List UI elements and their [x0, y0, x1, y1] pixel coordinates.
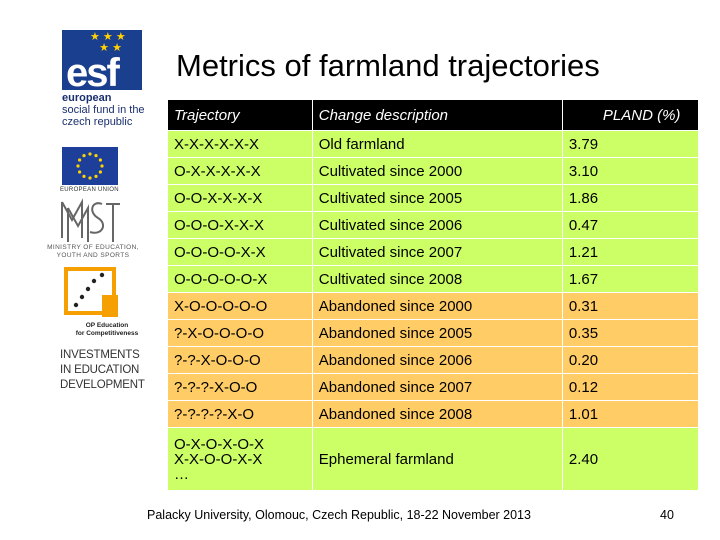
investments-line: INVESTMENTS: [60, 349, 140, 361]
table-row: X-X-X-X-X-X Old farmland 3.79: [167, 130, 700, 158]
trajectory-line: X-X-O-O-X-X: [174, 450, 263, 468]
pland-cell: 0.12: [561, 373, 700, 401]
table-row: O-O-O-X-X-X Cultivated since 2006 0.47: [167, 211, 700, 239]
pland-cell: 2.40: [561, 427, 700, 491]
table-row-ephemeral: O-X-O-X-O-X X-X-O-O-X-X … Ephemeral farm…: [167, 427, 700, 491]
pland-cell: 0.20: [561, 346, 700, 374]
trajectory-cell: O-O-O-O-O-X: [167, 265, 313, 293]
trajectory-cell: ?-X-O-O-O-O: [167, 319, 313, 347]
eu-caption: EUROPEAN UNION: [60, 187, 119, 193]
table-row: O-O-O-O-O-X Cultivated since 2008 1.67: [167, 265, 700, 293]
pland-cell: 0.31: [561, 292, 700, 320]
header-change-description: Change description: [311, 99, 563, 131]
esf-logo-text: esf: [66, 51, 120, 95]
trajectory-table: Trajectory Change description PLAND (%) …: [167, 99, 700, 491]
msmt-caption: MINISTRY OF EDUCATION, YOUTH AND SPORTS: [28, 244, 158, 260]
table-row: ?-?-?-?-X-O Abandoned since 2008 1.01: [167, 400, 700, 428]
trajectory-cell: ?-?-X-O-O-O: [167, 346, 313, 374]
table-header-row: Trajectory Change description PLAND (%): [167, 99, 700, 131]
change-cell: Cultivated since 2006: [311, 211, 563, 239]
esf-caption: european social fund in the czech republ…: [62, 92, 160, 128]
change-cell: Abandoned since 2007: [311, 373, 563, 401]
pland-cell: 1.01: [561, 400, 700, 428]
change-cell: Cultivated since 2008: [311, 265, 563, 293]
table-row: ?-?-?-X-O-O Abandoned since 2007 0.12: [167, 373, 700, 401]
header-pland: PLAND (%): [561, 99, 700, 131]
op-caption-line: OP Education: [85, 322, 129, 329]
investments-text: INVESTMENTS IN EDUCATION DEVELOPMENT: [60, 348, 160, 393]
page-number: 40: [660, 508, 674, 522]
pland-cell: 0.35: [561, 319, 700, 347]
table-row: ?-?-X-O-O-O Abandoned since 2006 0.20: [167, 346, 700, 374]
header-trajectory: Trajectory: [167, 99, 313, 131]
table-row: O-X-X-X-X-X Cultivated since 2000 3.10: [167, 157, 700, 185]
table-row: O-O-X-X-X-X Cultivated since 2005 1.86: [167, 184, 700, 212]
table-row: O-O-O-O-X-X Cultivated since 2007 1.21: [167, 238, 700, 266]
trajectory-cell: X-O-O-O-O-O: [167, 292, 313, 320]
change-cell: Abandoned since 2006: [311, 346, 563, 374]
op-caption: OP Education for Competitiveness: [52, 322, 162, 338]
investments-line: DEVELOPMENT: [60, 379, 145, 391]
trajectory-cell: O-O-X-X-X-X: [167, 184, 313, 212]
pland-cell: 3.79: [561, 130, 700, 158]
table-row: ?-X-O-O-O-O Abandoned since 2005 0.35: [167, 319, 700, 347]
change-cell: Cultivated since 2000: [311, 157, 563, 185]
sidebar-logos: ★ ★ ★ ★ ★ esf european social fund in th…: [0, 0, 160, 540]
change-cell: Abandoned since 2000: [311, 292, 563, 320]
footer-text: Palacky University, Olomouc, Czech Repub…: [147, 508, 531, 522]
change-cell: Cultivated since 2007: [311, 238, 563, 266]
pland-cell: 3.10: [561, 157, 700, 185]
eu-stars-icon: [76, 152, 104, 180]
slide-title: Metrics of farmland trajectories: [176, 48, 600, 83]
trajectory-cell: O-O-O-X-X-X: [167, 211, 313, 239]
pland-cell: 1.21: [561, 238, 700, 266]
op-caption-line: for Competitiveness: [75, 330, 139, 337]
esf-stars-icon: ★ ★ ★ ★ ★: [90, 31, 126, 54]
trajectory-cell: X-X-X-X-X-X: [167, 130, 313, 158]
trajectory-line: …: [174, 465, 189, 483]
trajectory-cell: ?-?-?-?-X-O: [167, 400, 313, 428]
trajectory-cell: O-O-O-O-X-X: [167, 238, 313, 266]
trajectory-cell: ?-?-?-X-O-O: [167, 373, 313, 401]
trajectory-line: O-X-O-X-O-X: [174, 435, 264, 453]
eu-flag-icon: [62, 147, 118, 185]
msmt-caption-line: MINISTRY OF EDUCATION,: [47, 244, 139, 251]
pland-cell: 1.67: [561, 265, 700, 293]
trajectory-cell: O-X-O-X-O-X X-X-O-O-X-X …: [167, 427, 313, 491]
msmt-logo-icon: [61, 198, 120, 242]
esf-caption-line: european: [62, 92, 112, 104]
op-education-logo-icon: [64, 267, 118, 317]
change-cell: Abandoned since 2005: [311, 319, 563, 347]
esf-caption-line: social fund in the: [62, 104, 145, 116]
table-row: X-O-O-O-O-O Abandoned since 2000 0.31: [167, 292, 700, 320]
esf-caption-line: czech republic: [62, 116, 133, 128]
change-cell: Cultivated since 2005: [311, 184, 563, 212]
change-cell: Old farmland: [311, 130, 563, 158]
pland-cell: 1.86: [561, 184, 700, 212]
investments-line: IN EDUCATION: [60, 364, 140, 376]
change-cell: Abandoned since 2008: [311, 400, 563, 428]
trajectory-cell: O-X-X-X-X-X: [167, 157, 313, 185]
change-cell: Ephemeral farmland: [311, 427, 563, 491]
pland-cell: 0.47: [561, 211, 700, 239]
esf-logo: ★ ★ ★ ★ ★ esf: [62, 30, 142, 95]
msmt-caption-line: YOUTH AND SPORTS: [56, 252, 130, 259]
